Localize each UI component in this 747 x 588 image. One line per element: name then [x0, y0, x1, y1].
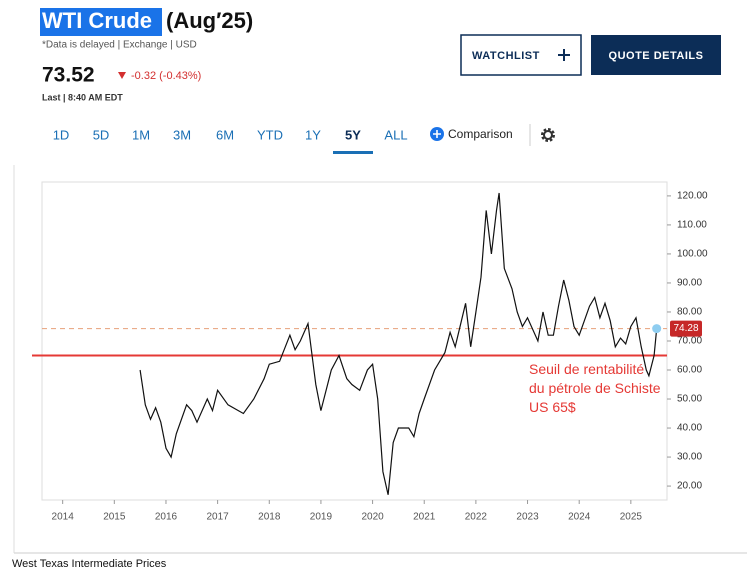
range-tab[interactable]: ALL: [384, 127, 407, 142]
y-tick-label: 40.00: [677, 423, 702, 434]
gear-body: [543, 130, 553, 140]
last-value-box: [670, 320, 702, 337]
range-tabs: 1D 5D 1M 3M 6M YTD 1Y 5Y ALL: [53, 127, 408, 154]
watchlist-label[interactable]: WATCHLIST: [472, 50, 540, 62]
last-time: Last | 8:40 AM EDT: [42, 92, 123, 102]
annotation: du pétrole de Schiste: [529, 380, 661, 396]
x-tick-label: 2020: [361, 512, 384, 523]
x-tick-label: 2014: [52, 512, 75, 523]
range-tab[interactable]: 5Y: [345, 127, 361, 142]
subtitle: *Data is delayed | Exchange | USD: [42, 40, 197, 51]
range-tab[interactable]: 1D: [53, 127, 70, 142]
footer: West Texas Intermediate Prices: [12, 558, 167, 570]
range-tab[interactable]: 1Y: [305, 127, 321, 142]
x-tick-label: 2022: [465, 512, 488, 523]
quote-details-label[interactable]: QUOTE DETAILS: [609, 50, 704, 62]
chart: 20.00 30.00 40.00 50.00 60.00 70.00 80.00 90.00…: [32, 181, 708, 523]
y-tick-label: 100.00: [677, 249, 708, 260]
x-tick-label: 2016: [155, 512, 178, 523]
plus-icon: [558, 49, 570, 61]
x-tick-label: 2021: [413, 512, 436, 523]
x-tick-label: 2017: [206, 512, 229, 523]
y-tick-label: 120.00: [677, 191, 708, 202]
x-tick-label: 2018: [258, 512, 281, 523]
y-tick-label: 20.00: [677, 481, 702, 492]
range-tab[interactable]: 1M: [132, 127, 150, 142]
range-tab[interactable]: 3M: [173, 127, 191, 142]
x-tick-label: 2015: [103, 512, 126, 523]
price-change: -0.32 (-0.43%): [131, 70, 201, 82]
last-value-label: 74.28: [673, 323, 698, 334]
x-tick-label: 2019: [310, 512, 333, 523]
annotation: Seuil de rentabilité: [529, 361, 644, 377]
comparison-plus: [433, 130, 441, 138]
price-line: [139, 192, 658, 495]
y-tick-label: 90.00: [677, 278, 702, 289]
y-tick-label: 60.00: [677, 365, 702, 376]
x-tick-label: 2023: [516, 512, 539, 523]
price: 73.52: [42, 64, 95, 87]
comparison[interactable]: Comparison: [448, 127, 513, 141]
plot-frame: [41, 181, 668, 501]
contract: (Aug′25): [166, 8, 253, 33]
down-arrow: [118, 72, 126, 79]
tab-underline: [333, 151, 373, 154]
quote-details-button[interactable]: [591, 35, 721, 75]
x-tick-label: 2025: [620, 512, 643, 523]
x-tick-label: 2024: [568, 512, 591, 523]
gear-teeth: [541, 128, 555, 142]
y-tick-label: 80.00: [677, 307, 702, 318]
settings-icon[interactable]: [541, 128, 555, 142]
title: WTI Crude: [42, 8, 152, 33]
range-tab[interactable]: 6M: [216, 127, 234, 142]
y-tick-label: 110.00: [677, 220, 707, 231]
last-point: [652, 324, 662, 334]
y-tick-label: 50.00: [677, 394, 702, 405]
title-highlight: [40, 8, 162, 36]
range-tab[interactable]: YTD: [257, 127, 283, 142]
y-tick-label: 30.00: [677, 452, 702, 463]
range-tab[interactable]: 5D: [93, 127, 110, 142]
annotation: US 65$: [529, 399, 576, 415]
y-tick-label: 70.00: [677, 336, 702, 347]
